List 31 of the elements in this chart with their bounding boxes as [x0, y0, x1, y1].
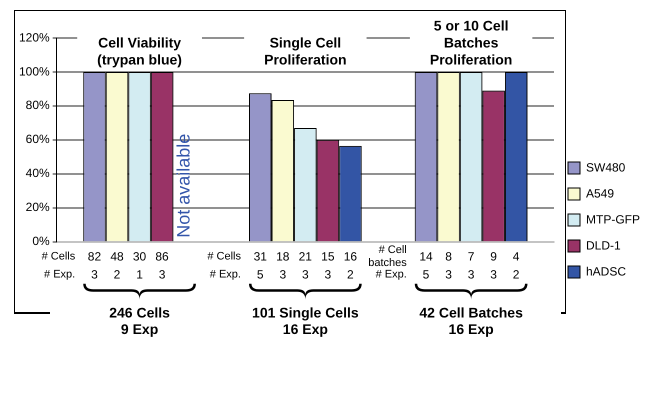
text: 5 3 3 3 2 — [422, 267, 520, 282]
y-tick-label: 60% — [26, 132, 50, 146]
text: 5 3 3 3 2 — [256, 267, 354, 282]
text: # Exp. — [210, 268, 241, 282]
text: # Cells — [42, 250, 76, 264]
text: 82 48 30 86 — [86, 249, 170, 264]
annotation: Not available — [174, 134, 194, 238]
legend-label: SW480 — [586, 160, 626, 174]
annotation: Single Cell Proliferation — [264, 34, 347, 68]
x-tick-label: 101 Single Cells 16 Exp — [252, 304, 359, 337]
annotation: 5 or 10 Cell Batches Proliferation — [430, 17, 512, 68]
text: 31 18 21 15 16 — [252, 249, 358, 264]
text: 14 8 7 9 4 — [419, 249, 520, 264]
y-tick-label: 120% — [18, 30, 50, 44]
y-tick-label: 20% — [26, 200, 50, 214]
x-tick-label: 246 Cells 9 Exp — [109, 304, 170, 337]
text: # Cell batches — [368, 244, 407, 270]
y-tick-label: 80% — [26, 98, 50, 112]
text: # Exp. — [376, 268, 407, 282]
text: # Exp. — [44, 268, 76, 282]
legend-label: DLD-1 — [586, 238, 622, 252]
text: # Cells — [207, 250, 241, 264]
legend-label: hADSC — [586, 264, 626, 278]
legend-label: A549 — [586, 186, 614, 200]
annotation: Cell Viability (trypan blue) — [97, 34, 182, 68]
x-tick-label: 42 Cell Batches 16 Exp — [419, 304, 524, 337]
y-tick-label: 0% — [32, 234, 50, 248]
y-tick-label: 40% — [26, 166, 50, 180]
legend-label: MTP-GFP — [586, 212, 640, 226]
y-tick-label: 100% — [18, 64, 50, 78]
text: 3 2 1 3 — [91, 267, 166, 282]
